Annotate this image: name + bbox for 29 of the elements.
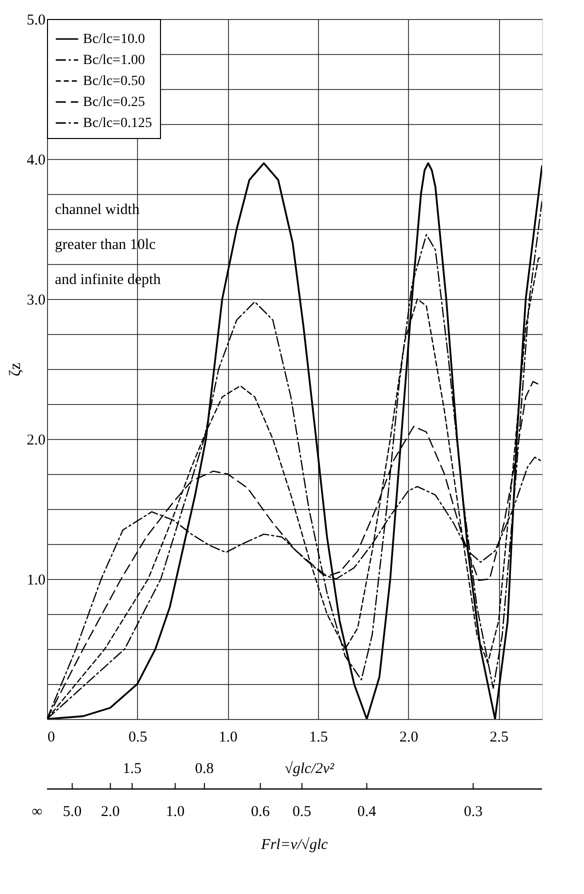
text: Frl=v/√glc [260,837,328,853]
y-tick-label: 1.0 [26,572,46,588]
y-tick-label: 3.0 [26,292,46,308]
legend-label: Bc/lc=0.50 [83,74,145,89]
text: 1.0 [166,804,185,820]
x-tick-label: 2.0 [399,730,418,746]
text: 1.5 [122,761,142,777]
text: ∞ [32,804,43,820]
y-tick-label: 2.0 [26,432,46,448]
legend-label: Bc/lc=0.25 [83,95,145,110]
text: 5.0 [62,804,82,820]
x-tick-label: 2.5 [490,730,509,746]
y-tick-label: 4.0 [26,152,46,168]
text: 0.4 [357,804,377,820]
y-axis-title: ζz [6,362,24,376]
text: 0.3 [464,804,483,820]
text: 2.0 [100,804,120,820]
legend-label: Bc/lc=0.125 [83,116,152,131]
text: 0.5 [292,804,312,820]
x-tick-label: 0.5 [128,730,148,746]
text: 0.6 [250,804,270,820]
x-tick-label: 1.0 [218,730,238,746]
legend-label: Bc/lc=10.0 [83,32,145,47]
y-tick-label: 5.0 [26,12,46,28]
text: 0.8 [195,761,214,777]
text: √glc/2v² [284,761,335,777]
legend-label: Bc/lc=1.00 [83,53,145,68]
x-tick-label: 0 [48,730,55,746]
x-tick-label: 1.5 [309,730,328,746]
